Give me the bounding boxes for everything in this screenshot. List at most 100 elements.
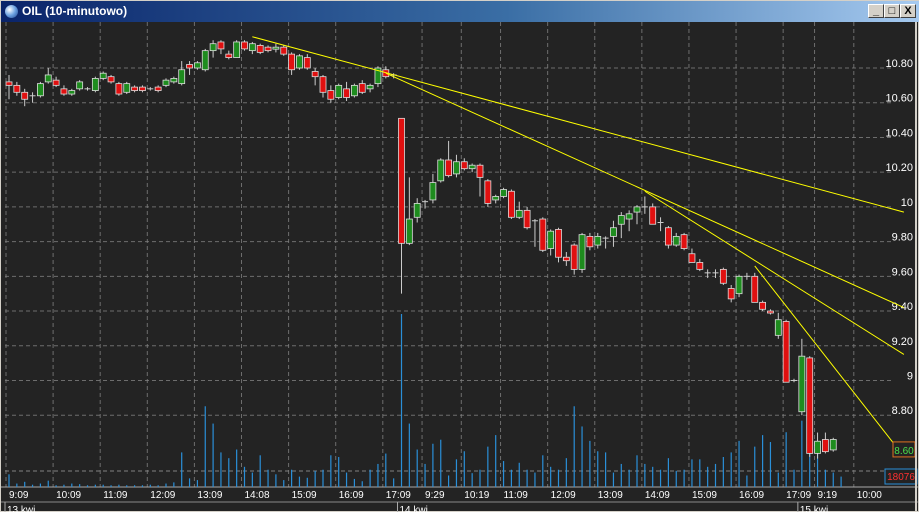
candle	[44, 68, 52, 84]
candle-body	[405, 218, 413, 244]
candle-body	[798, 355, 806, 413]
candle-body	[303, 57, 311, 69]
candle	[343, 81, 350, 101]
candle-body	[350, 84, 358, 97]
candle	[523, 206, 531, 230]
candle	[29, 92, 36, 103]
candle	[633, 205, 641, 225]
candle	[225, 50, 233, 60]
candle-body	[460, 161, 468, 170]
time-tick-label: 16:09	[739, 490, 764, 501]
candle	[311, 68, 319, 86]
candle	[759, 300, 766, 312]
candle-body	[696, 262, 704, 270]
date-label: 15 kwi	[800, 505, 828, 512]
candle-body	[123, 83, 131, 93]
candle	[413, 198, 421, 223]
time-tick-label: 14:09	[645, 490, 670, 501]
candle	[500, 187, 507, 199]
candle	[37, 81, 44, 98]
candle-body	[5, 81, 13, 86]
candle-body	[468, 164, 476, 170]
title-bar[interactable]: OIL (10-minutowo) _ □ X	[1, 1, 919, 22]
candle	[712, 269, 719, 279]
candle-body	[170, 78, 178, 83]
candle	[131, 85, 139, 93]
candle	[743, 272, 750, 280]
candle-body	[759, 301, 766, 310]
candle-body	[437, 159, 445, 182]
candle	[617, 212, 625, 239]
candle	[791, 378, 797, 383]
price-tick-label: 9.80	[892, 232, 913, 244]
candle	[350, 83, 358, 98]
candle-body	[578, 234, 586, 270]
candle-body	[209, 43, 217, 52]
candle-body	[99, 72, 107, 79]
candle-body	[680, 234, 688, 249]
trendline	[252, 36, 905, 213]
candle-body	[60, 88, 68, 95]
trendline	[385, 72, 905, 309]
candle-body	[288, 53, 296, 71]
candle	[5, 74, 13, 100]
candle	[625, 210, 633, 232]
candle-body	[727, 288, 735, 300]
candle	[774, 312, 782, 339]
time-tick-label: 15:09	[692, 490, 717, 501]
candle	[539, 217, 547, 253]
candle-body	[413, 203, 421, 218]
candle	[68, 88, 76, 96]
candle-body	[327, 90, 335, 100]
candle-body	[139, 86, 146, 91]
candle-body	[115, 83, 123, 95]
candle	[280, 45, 288, 56]
candle-body	[822, 439, 829, 453]
candle-body	[523, 209, 531, 229]
candlestick-chart[interactable]: 10.8010.6010.4010.20109.809.609.409.2098…	[1, 22, 918, 512]
maximize-button[interactable]: □	[884, 4, 900, 18]
candle-body	[476, 164, 484, 178]
candle	[688, 248, 696, 263]
candle	[272, 43, 280, 53]
candle	[453, 154, 460, 178]
candle	[578, 232, 586, 273]
candle-body	[672, 235, 680, 246]
candle	[555, 227, 562, 263]
candle	[335, 83, 343, 100]
candle	[13, 81, 21, 96]
candle	[665, 225, 672, 249]
time-tick-label: 13:09	[598, 490, 623, 501]
candle-body	[193, 62, 201, 69]
candle-body	[774, 319, 782, 336]
price-tick-label: 9	[907, 370, 913, 382]
candle	[798, 338, 806, 416]
candle-body	[52, 79, 60, 86]
candle-body	[178, 69, 186, 85]
time-tick-label: 11:09	[504, 490, 529, 501]
time-tick-label: 17:09	[386, 490, 411, 501]
candle-body	[617, 215, 625, 225]
candle-body	[343, 88, 350, 98]
candle	[547, 229, 555, 256]
candle	[99, 71, 107, 81]
candle-body	[570, 244, 578, 270]
candle-body	[562, 256, 570, 262]
close-button[interactable]: X	[900, 4, 916, 18]
candle-body	[76, 81, 84, 90]
candle-body	[107, 76, 115, 83]
time-tick-label: 10:19	[464, 490, 489, 501]
candle-body	[272, 46, 280, 50]
candle-body	[806, 357, 814, 454]
candle	[814, 432, 821, 459]
candle	[248, 41, 256, 55]
candle	[193, 61, 201, 70]
candle	[672, 232, 680, 247]
candle	[398, 117, 405, 294]
minimize-button[interactable]: _	[868, 4, 884, 18]
candle	[468, 163, 476, 173]
candle	[782, 319, 790, 383]
date-label: 13 kwi	[7, 505, 35, 512]
candle	[147, 87, 154, 91]
candle	[602, 236, 609, 249]
